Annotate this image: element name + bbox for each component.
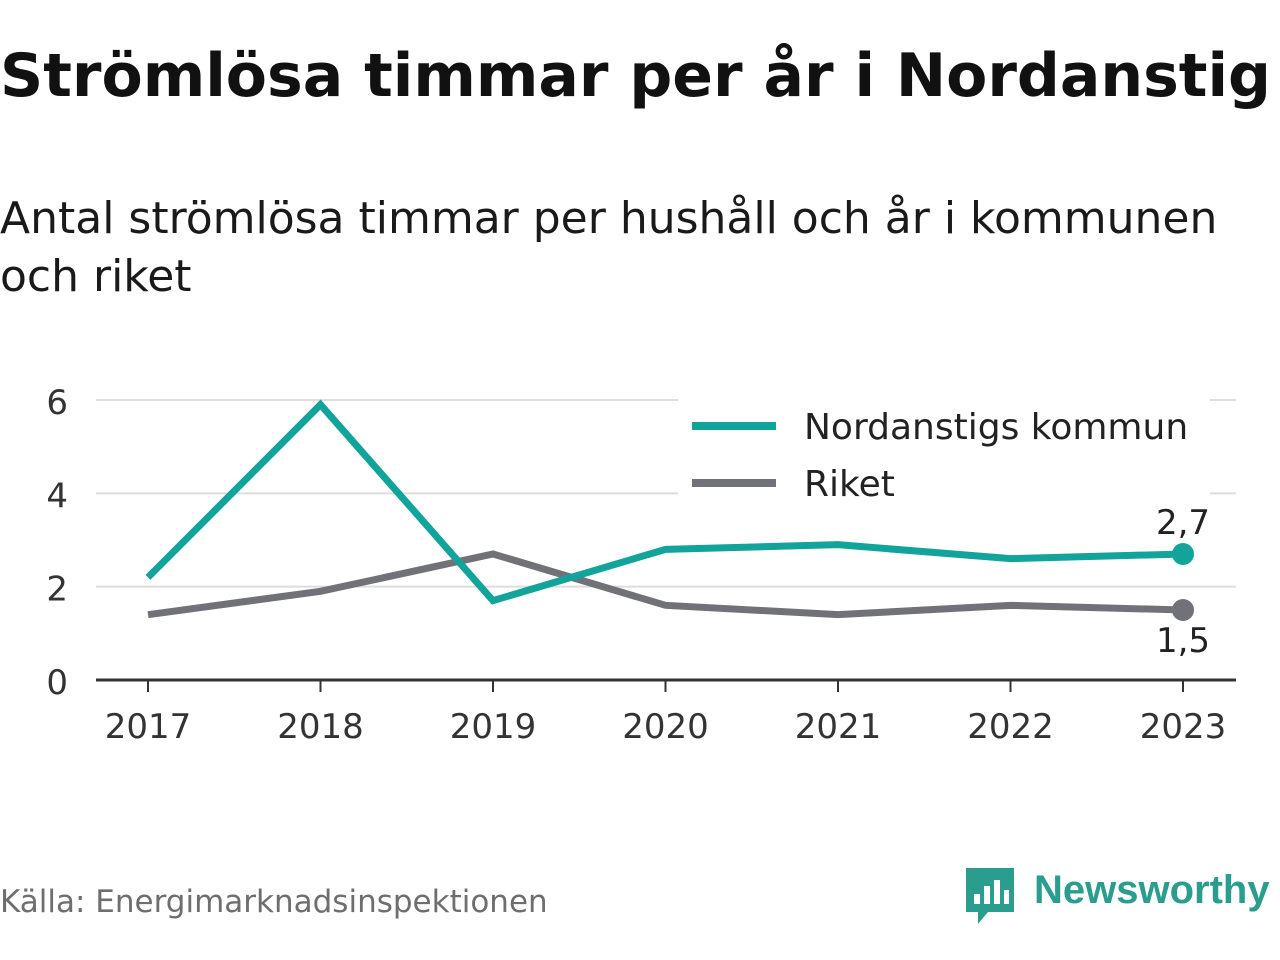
x-tick-label: 2023 <box>1140 707 1227 747</box>
x-tick-label: 2021 <box>795 707 882 747</box>
legend-label: Riket <box>804 464 895 505</box>
x-tick-label: 2018 <box>277 707 364 747</box>
legend-background <box>678 396 1210 506</box>
series-line-nordanstig <box>145 399 1184 605</box>
end-value-label: 2,7 <box>1156 503 1210 543</box>
end-labels: 1,5 2,7 <box>1156 503 1210 661</box>
y-tick-label: 6 <box>46 383 68 423</box>
x-tick-label: 2022 <box>967 707 1054 747</box>
x-axis: 2017 2018 2019 2020 2021 2022 2023 <box>96 678 1236 747</box>
series-lines <box>145 399 1194 621</box>
chart-subtitle: Antal strömlösa timmar per hushåll och å… <box>0 193 1218 302</box>
y-tick-label: 0 <box>46 663 68 703</box>
y-tick-label: 4 <box>46 476 68 516</box>
newsworthy-logo-icon <box>966 868 1014 924</box>
x-tick-label: 2017 <box>105 707 192 747</box>
brand-name: Newsworthy <box>1034 868 1270 912</box>
legend-label: Nordanstigs kommun <box>804 407 1188 448</box>
y-tick-label: 2 <box>46 570 68 610</box>
end-point-marker <box>1172 599 1194 621</box>
end-value-label: 1,5 <box>1156 621 1210 661</box>
line-chart: 0 2 4 6 2017 2018 2019 2020 2021 2022 2023 Nordan… <box>46 383 1236 747</box>
y-axis: 0 2 4 6 <box>46 383 68 703</box>
x-tick-label: 2019 <box>450 707 537 747</box>
legend: Nordanstigs kommun Riket <box>678 396 1210 506</box>
x-tick-label: 2020 <box>622 707 709 747</box>
chart-title: Strömlösa timmar per år i Nordanstig <box>0 41 1271 111</box>
source-note: Källa: Energimarknadsinspektionen <box>0 884 548 920</box>
series-line-riket <box>147 550 1184 619</box>
end-point-marker <box>1172 543 1194 565</box>
